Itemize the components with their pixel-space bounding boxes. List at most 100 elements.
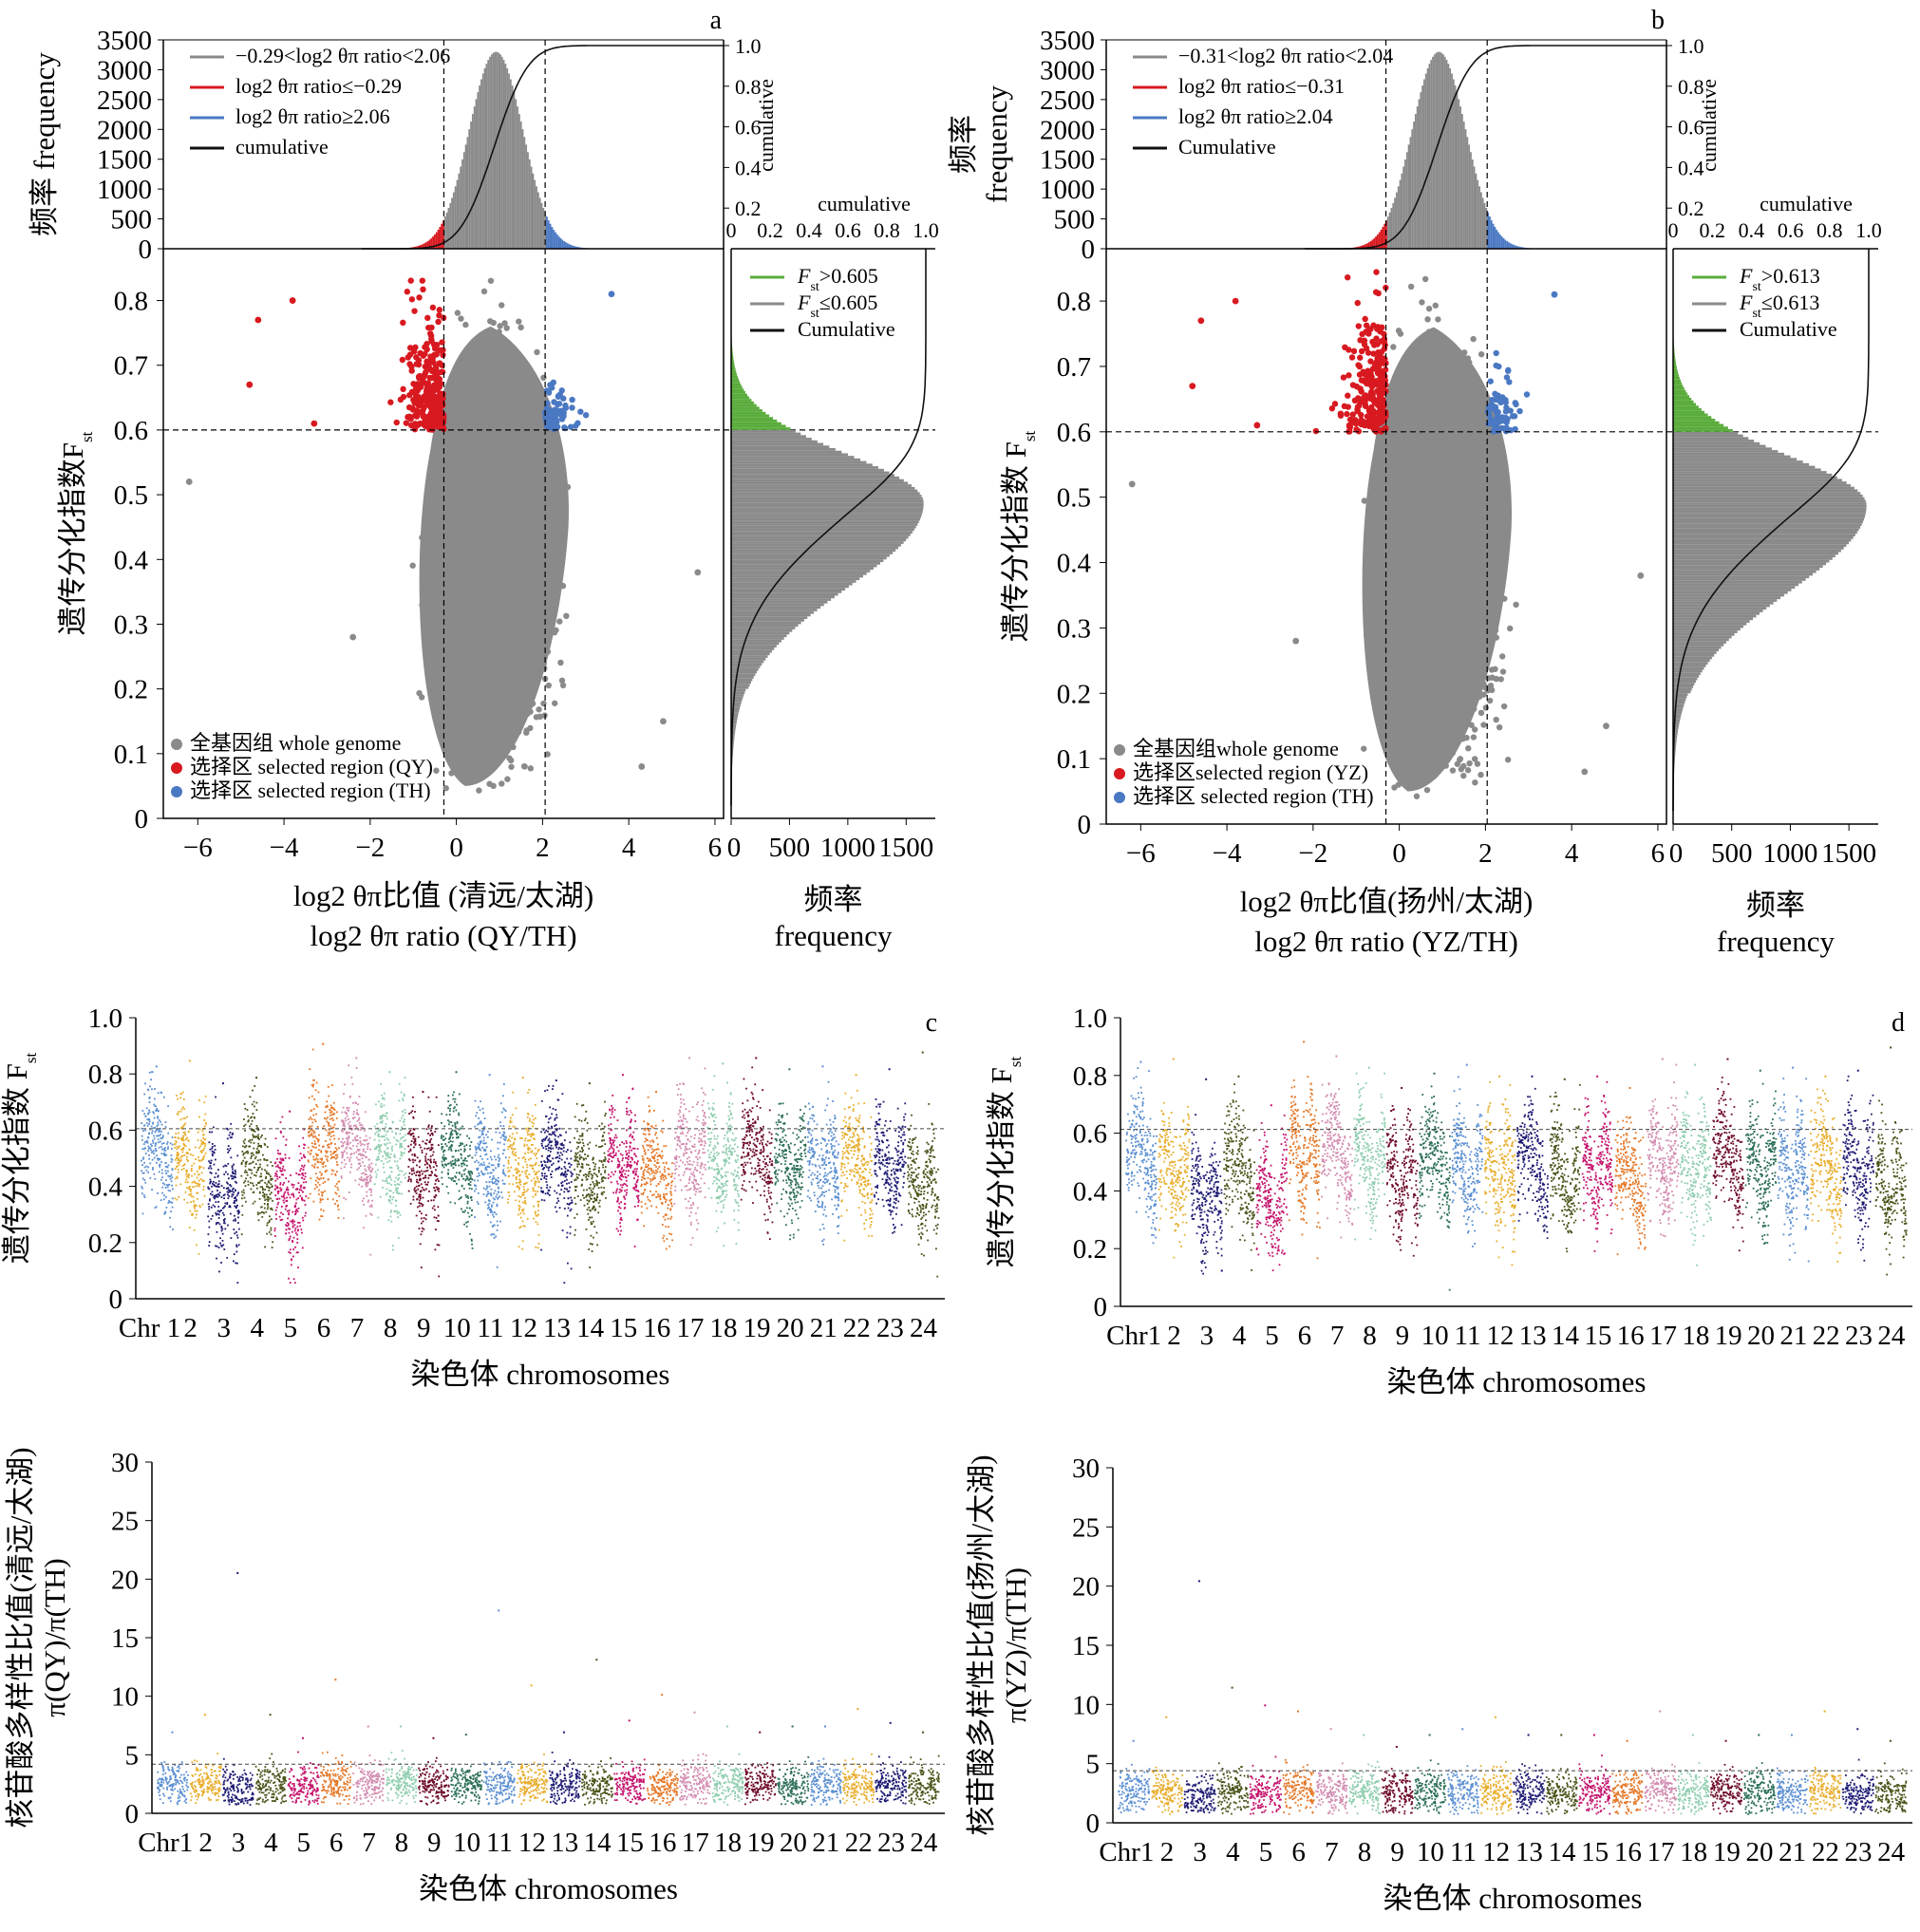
histogram-bar	[489, 57, 491, 249]
scatter-point	[469, 685, 475, 691]
histogram-bar	[499, 54, 501, 249]
histogram-bar	[506, 68, 508, 249]
scatter-point	[438, 650, 443, 656]
histogram-bar	[551, 227, 553, 249]
figure-canvas: 05001000150020002500300035000.20.40.60.8…	[0, 0, 1920, 1927]
histogram-bar	[444, 216, 446, 249]
scatter-point	[437, 658, 442, 664]
histogram-bar	[455, 186, 457, 249]
top-y-tick-label: 0	[139, 234, 153, 265]
histogram-bar	[480, 80, 482, 249]
scatter-point	[459, 719, 464, 724]
panel-letter: a	[710, 6, 723, 35]
histogram-bar	[561, 240, 563, 249]
scatter-point	[469, 715, 475, 721]
top-histogram-bars	[403, 52, 589, 249]
scatter-point	[541, 540, 547, 546]
top-y-tick-label: 1500	[97, 145, 152, 176]
histogram-bar	[560, 238, 562, 249]
histogram-bar	[546, 216, 548, 249]
scatter-point	[553, 573, 558, 579]
histogram-bar	[461, 159, 463, 249]
top-y-axis-label: 频率 frequency	[28, 52, 61, 236]
scatter-point	[533, 475, 538, 480]
legend-label: log2 θπ ratio≥2.06	[235, 104, 390, 128]
scatter-point	[530, 422, 536, 427]
scatter-point	[447, 591, 453, 597]
scatter-point	[499, 722, 505, 727]
histogram-bar	[476, 99, 478, 249]
histogram-bar	[487, 60, 489, 249]
histogram-bar	[470, 122, 472, 249]
scatter-point	[504, 777, 510, 782]
histogram-bar	[531, 166, 533, 249]
scatter-point	[512, 366, 518, 371]
legend-label: log2 θπ ratio≤−0.29	[235, 74, 402, 98]
scatter-point	[428, 497, 434, 502]
histogram-bar	[553, 230, 555, 249]
histogram-bar	[479, 85, 480, 249]
scatter-point	[434, 551, 440, 556]
scatter-point	[536, 428, 541, 434]
scatter-point	[536, 407, 542, 413]
histogram-bar	[558, 236, 560, 249]
scatter-point	[528, 765, 534, 771]
histogram-bar	[517, 106, 518, 249]
histogram-bar	[567, 243, 569, 249]
top-y-tick-label: 1000	[97, 175, 152, 205]
histogram-bar	[537, 193, 539, 249]
histogram-bar	[532, 174, 534, 249]
scatter-point	[527, 698, 533, 703]
histogram-bar	[565, 242, 567, 249]
histogram-bar	[522, 129, 524, 249]
histogram-bar	[563, 241, 565, 249]
histogram-bar	[482, 73, 484, 249]
scatter-point	[563, 613, 569, 619]
histogram-bar	[453, 193, 455, 249]
scatter-point	[548, 503, 554, 509]
histogram-bar	[465, 144, 467, 249]
histogram-bar	[529, 159, 531, 249]
scatter-point	[516, 318, 521, 324]
histogram-bar	[485, 64, 487, 249]
scatter-point	[499, 302, 504, 308]
histogram-bar	[541, 203, 543, 249]
scatter-point	[499, 713, 504, 719]
scatter-point	[447, 413, 453, 419]
histogram-bar	[460, 166, 461, 249]
scatter-point	[510, 744, 516, 750]
scatter-point	[546, 546, 552, 552]
histogram-bar	[503, 60, 505, 249]
histogram-bar	[548, 220, 550, 249]
histogram-bar	[501, 57, 503, 249]
scatter-point	[446, 399, 452, 404]
top-y-tick-label: 3000	[97, 55, 152, 85]
histogram-bar	[449, 203, 451, 249]
scatter-point	[526, 443, 532, 449]
histogram-bar	[458, 174, 460, 249]
scatter-point	[443, 660, 449, 666]
histogram-bar	[555, 233, 556, 249]
scatter-point	[481, 661, 487, 666]
cum-tick-label: 0.2	[735, 197, 762, 220]
histogram-bar	[536, 186, 537, 249]
histogram-bar	[525, 144, 527, 249]
scatter-point	[518, 325, 523, 330]
scatter-point	[467, 421, 473, 426]
top-y-tick-label: 2000	[97, 115, 152, 145]
legend-label: cumulative	[235, 135, 329, 159]
histogram-bar	[534, 180, 536, 249]
histogram-bar	[498, 53, 499, 249]
legend-label: −0.29<log2 θπ ratio<2.06	[235, 44, 450, 67]
cum-tick-label: 1.0	[735, 34, 762, 58]
histogram-bar	[468, 129, 470, 249]
histogram-bar	[472, 114, 474, 249]
scatter-point	[438, 587, 443, 592]
histogram-bar	[496, 52, 498, 249]
scatter-point	[522, 422, 528, 427]
cum-axis-label: cumulative	[754, 79, 778, 172]
scatter-point	[552, 701, 557, 706]
histogram-bar	[515, 99, 517, 249]
scatter-point	[476, 363, 481, 368]
histogram-bar	[527, 152, 529, 249]
